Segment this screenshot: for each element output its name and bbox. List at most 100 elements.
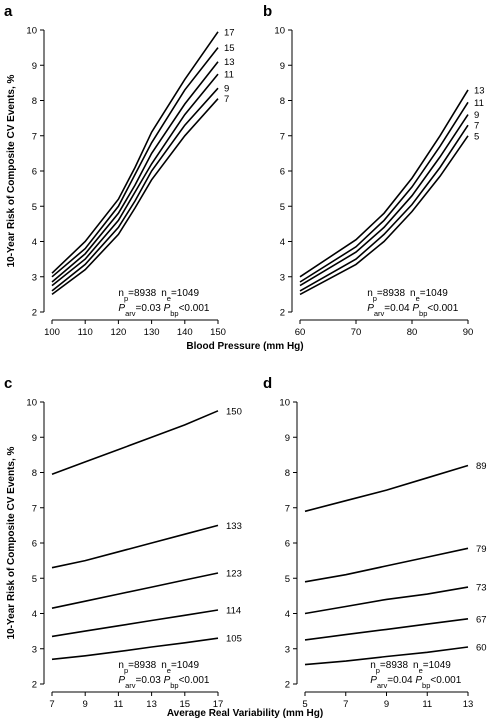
- y-tick-label: 3: [285, 644, 290, 655]
- series-label-150: 150: [226, 406, 242, 417]
- y-tick-label: 3: [32, 272, 37, 283]
- stat-part: =8938: [128, 288, 157, 299]
- panel-letter: d: [263, 375, 272, 392]
- stat-part: e: [167, 666, 171, 675]
- stat-part: e: [416, 294, 420, 303]
- stat-part: =0.03: [135, 675, 163, 686]
- stat-p-values: Parv=0.03 Pbp<0.001: [118, 675, 210, 690]
- series-line-5: [299, 135, 469, 296]
- bottom-x-axis-label: Average Real Variability (mm Hg): [167, 708, 323, 719]
- series-label-133: 133: [226, 521, 242, 532]
- stat-part: P: [164, 675, 171, 686]
- stat-part: =8938: [128, 660, 157, 671]
- series-line-15: [51, 47, 219, 278]
- y-tick-label: 6: [285, 539, 290, 550]
- y-tick-label: 6: [32, 167, 37, 178]
- series-line-7: [299, 124, 469, 292]
- x-tick-label: 11: [113, 699, 123, 710]
- stat-part: =8938: [377, 288, 406, 299]
- series-line-105: [51, 637, 219, 661]
- y-tick-label: 3: [280, 272, 285, 283]
- series-line-150: [51, 410, 219, 476]
- series-line-89: [304, 464, 469, 513]
- series-line-79: [304, 547, 469, 583]
- series-line-133: [51, 524, 219, 569]
- stat-part: P: [118, 303, 125, 314]
- y-tick-label: 8: [32, 96, 37, 107]
- y-tick-label: 9: [280, 61, 285, 72]
- x-tick-label: 80: [407, 327, 418, 338]
- y-tick-label: 9: [32, 61, 37, 72]
- series-label-15: 15: [224, 43, 235, 54]
- x-tick-label: 60: [295, 327, 306, 338]
- series-line-7: [51, 98, 219, 296]
- series-label-7: 7: [224, 94, 229, 105]
- y-tick-label: 2: [285, 680, 290, 691]
- series-line-13: [51, 61, 219, 283]
- series-label-123: 123: [226, 568, 242, 579]
- series-label-17: 17: [224, 27, 235, 38]
- stat-part: n: [410, 288, 416, 299]
- stat-part: <0.001: [427, 303, 458, 314]
- x-tick-label: 17: [213, 699, 224, 710]
- series-line-67: [304, 618, 469, 641]
- series-line-60: [304, 646, 469, 666]
- series-line-11: [51, 73, 219, 287]
- series-label-89: 89: [476, 461, 487, 472]
- stat-part: n: [161, 288, 167, 299]
- stat-part: e: [167, 294, 171, 303]
- panel-a: a 100 110 120 130 140 150 2 3 4 5 6 7 8 9 10 10-Year Ris…: [4, 3, 235, 338]
- stat-part: bp: [419, 309, 427, 318]
- series-label-105: 105: [226, 634, 242, 645]
- series-label-60: 60: [476, 642, 487, 653]
- stat-part: P: [370, 675, 377, 686]
- series-label-114: 114: [226, 605, 241, 616]
- x-tick-label: 7: [343, 699, 348, 710]
- stat-part: <0.001: [179, 303, 210, 314]
- series-line-9: [51, 87, 219, 292]
- stat-part: =1049: [171, 660, 200, 671]
- x-tick-label: 130: [144, 327, 160, 338]
- stat-part: arv: [377, 681, 388, 690]
- y-tick-label: 4: [32, 609, 37, 620]
- x-tick-label: 140: [177, 327, 193, 338]
- y-tick-label: 8: [32, 468, 37, 479]
- stat-p-values: Parv=0.04 Pbp<0.001: [370, 675, 462, 690]
- stat-part: arv: [125, 681, 136, 690]
- y-tick-label: 8: [285, 468, 290, 479]
- x-tick-label: 5: [302, 699, 307, 710]
- stat-part: p: [124, 666, 128, 675]
- x-tick-label: 150: [210, 327, 226, 338]
- series-line-73: [304, 586, 469, 615]
- series-label-11: 11: [474, 98, 484, 109]
- series-line-17: [51, 31, 219, 274]
- x-tick-label: 70: [351, 327, 362, 338]
- y-axis-label: 10-Year Risk of Composite CV Events, %: [6, 74, 17, 267]
- stat-part: P: [412, 303, 419, 314]
- panel-letter: b: [263, 3, 272, 20]
- panel-c: c 7 9 11 13 15 17 2 3 4 5 6 7 8 9 10 10-Year Risk of Com…: [4, 375, 242, 710]
- y-tick-label: 5: [32, 202, 37, 213]
- stat-counts: np=8938 ne=1049: [118, 660, 199, 675]
- stat-part: P: [415, 675, 422, 686]
- stat-p-values: Parv=0.03 Pbp<0.001: [118, 303, 210, 318]
- stat-part: arv: [125, 309, 136, 318]
- y-tick-label: 6: [32, 539, 37, 550]
- stat-part: =0.04: [384, 303, 412, 314]
- stat-part: p: [373, 294, 377, 303]
- stat-part: n: [118, 288, 124, 299]
- series-line-123: [51, 572, 219, 609]
- panel-letter: c: [4, 375, 12, 392]
- stat-part: n: [370, 660, 376, 671]
- y-tick-label: 4: [280, 237, 285, 248]
- series-line-9: [299, 114, 469, 287]
- x-tick-label: 13: [463, 699, 474, 710]
- stat-part: =1049: [420, 288, 449, 299]
- y-tick-label: 3: [32, 644, 37, 655]
- stat-part: bp: [170, 309, 178, 318]
- y-tick-label: 10: [26, 398, 37, 409]
- series-label-7: 7: [474, 121, 479, 132]
- y-tick-label: 7: [32, 131, 37, 142]
- y-tick-label: 4: [285, 609, 290, 620]
